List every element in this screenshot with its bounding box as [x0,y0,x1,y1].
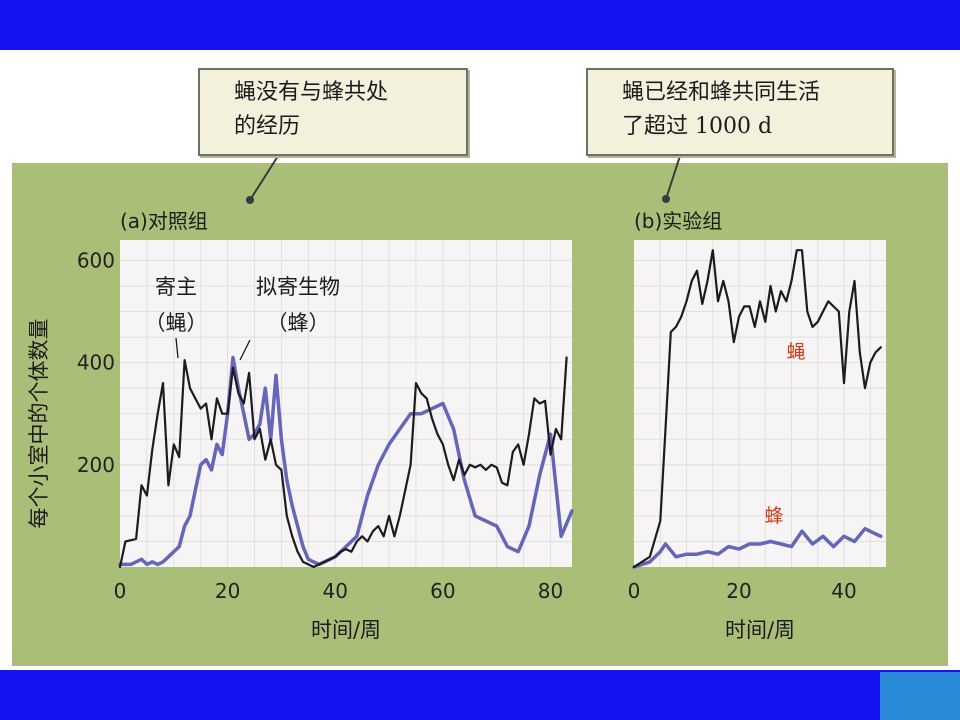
series-line-fly [118,356,568,569]
series-line-wasp [632,526,883,569]
series-line-fly [632,249,882,569]
callout-pointer [665,155,681,200]
callout-pointer-dot [662,195,670,203]
annotation-label: 蝇 [786,341,805,363]
panel-label: (a)对照组 [120,209,208,233]
annotation-label: 蜂 [764,505,783,527]
x-tick-label: 0 [628,579,641,603]
x-axis-label: 时间/周 [725,618,795,642]
panel-label: (b)实验组 [634,209,722,233]
callout-pointer-dot [246,196,254,204]
x-tick-label: 80 [538,579,563,603]
annotation-pointer [239,339,251,361]
callout-line: 蝇已经和蜂共同生活 [622,80,821,105]
annotation-label: 寄主 [155,275,197,299]
title-bar [0,0,960,50]
y-tick-label: 200 [77,453,115,477]
callout-coexistence: 蝇已经和蜂共同生活 了超过 1000 d [586,68,894,156]
callout-no-coexistence: 蝇没有与蜂共处 的经历 [198,68,468,156]
y-axis-label: 每个小室中的个体数量 [27,319,51,529]
x-tick-label: 40 [323,579,348,603]
series-line-wasp [118,355,574,567]
callout-pointer [249,155,279,201]
x-tick-label: 40 [831,579,856,603]
y-tick-label: 600 [77,248,115,272]
x-tick-label: 20 [726,579,751,603]
footer-bar [0,670,960,720]
x-tick-label: 20 [215,579,240,603]
callout-line: 蝇没有与蜂共处 [234,80,389,105]
x-axis-label: 时间/周 [311,618,381,642]
annotation-pointer [175,337,179,359]
annotation-label: 拟寄生物 [256,275,340,299]
corner-block [880,672,960,720]
x-tick-label: 0 [114,579,127,603]
x-tick-label: 60 [430,579,455,603]
annotation-label: （蝇） [145,311,208,335]
callout-line: 了超过 1000 d [622,114,773,139]
annotation-label: （蜂） [267,311,330,335]
callout-line: 的经历 [234,114,301,139]
y-tick-label: 400 [77,351,115,375]
